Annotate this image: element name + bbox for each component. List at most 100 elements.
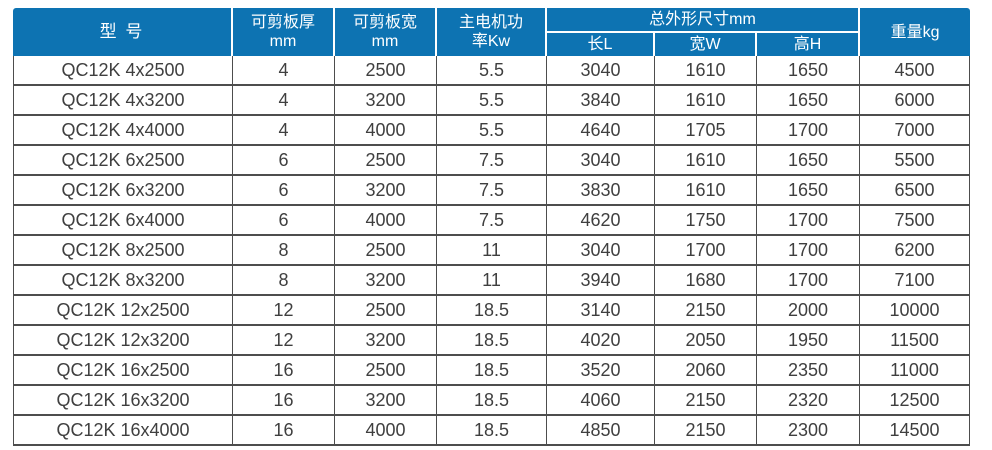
- cell-motor-power: 7.5: [437, 146, 547, 177]
- cell-height: 2300: [757, 416, 861, 447]
- cell-weight: 6000: [860, 86, 971, 117]
- cell-model: QC12K 16x3200: [13, 386, 233, 417]
- cell-height: 1650: [757, 176, 861, 207]
- cell-width: 1610: [655, 176, 757, 207]
- cell-sheet-width: 3200: [335, 266, 437, 297]
- col-header-length: 长L: [547, 33, 655, 57]
- table-row: QC12K 6x2500 6 2500 7.5 3040 1610 1650 5500: [13, 146, 971, 177]
- cell-model: QC12K 16x2500: [13, 356, 233, 387]
- cell-thickness: 4: [233, 56, 335, 87]
- table-row: QC12K 4x4000 4 4000 5.5 4640 1705 1700 7000: [13, 116, 971, 147]
- cell-height: 2350: [757, 356, 861, 387]
- cell-motor-power: 7.5: [437, 176, 547, 207]
- cell-motor-power: 11: [437, 236, 547, 267]
- cell-width: 1705: [655, 116, 757, 147]
- cell-model: QC12K 12x3200: [13, 326, 233, 357]
- cell-sheet-width: 3200: [335, 86, 437, 117]
- cell-thickness: 6: [233, 146, 335, 177]
- cell-model: QC12K 8x2500: [13, 236, 233, 267]
- cell-weight: 11000: [860, 356, 971, 387]
- cell-sheet-width: 4000: [335, 116, 437, 147]
- table-row: QC12K 6x4000 6 4000 7.5 4620 1750 1700 7500: [13, 206, 971, 237]
- cell-width: 2050: [655, 326, 757, 357]
- cell-length: 3040: [547, 236, 655, 267]
- cell-sheet-width: 4000: [335, 416, 437, 447]
- cell-model: QC12K 16x4000: [13, 416, 233, 447]
- table-row: QC12K 16x2500 16 2500 18.5 3520 2060 2350 11000: [13, 356, 971, 387]
- table-row: QC12K 4x2500 4 2500 5.5 3040 1610 1650 4500: [13, 56, 971, 87]
- cell-sheet-width: 2500: [335, 56, 437, 87]
- cell-width: 2150: [655, 416, 757, 447]
- table-row: QC12K 16x3200 16 3200 18.5 4060 2150 2320 12500: [13, 386, 971, 417]
- col-header-thickness: 可剪板厚 mm: [233, 8, 335, 57]
- cell-width: 1610: [655, 56, 757, 87]
- col-header-dimensions-group: 总外形尺寸mm: [547, 8, 861, 34]
- cell-width: 1610: [655, 146, 757, 177]
- col-header-sheet-width: 可剪板宽 mm: [335, 8, 437, 57]
- cell-weight: 6500: [860, 176, 971, 207]
- cell-thickness: 6: [233, 206, 335, 237]
- cell-thickness: 6: [233, 176, 335, 207]
- cell-weight: 6200: [860, 236, 971, 267]
- table-row: QC12K 12x3200 12 3200 18.5 4020 2050 1950 11500: [13, 326, 971, 357]
- cell-length: 4640: [547, 116, 655, 147]
- cell-height: 1950: [757, 326, 861, 357]
- table-body: QC12K 4x2500 4 2500 5.5 3040 1610 1650 4500 QC12…: [13, 56, 971, 447]
- cell-height: 2000: [757, 296, 861, 327]
- spec-table: 型 号 可剪板厚 mm 可剪板宽 mm 主电机功 率Kw 总外形尺寸mm 重量k…: [13, 8, 971, 447]
- cell-height: 1700: [757, 236, 861, 267]
- cell-length: 4060: [547, 386, 655, 417]
- cell-motor-power: 5.5: [437, 56, 547, 87]
- cell-weight: 7500: [860, 206, 971, 237]
- cell-model: QC12K 6x2500: [13, 146, 233, 177]
- cell-sheet-width: 2500: [335, 356, 437, 387]
- cell-sheet-width: 4000: [335, 206, 437, 237]
- cell-sheet-width: 2500: [335, 296, 437, 327]
- cell-length: 4850: [547, 416, 655, 447]
- col-header-height: 高H: [757, 33, 861, 57]
- cell-thickness: 4: [233, 86, 335, 117]
- table-header: 型 号 可剪板厚 mm 可剪板宽 mm 主电机功 率Kw 总外形尺寸mm 重量k…: [13, 8, 971, 57]
- cell-model: QC12K 12x2500: [13, 296, 233, 327]
- cell-height: 2320: [757, 386, 861, 417]
- cell-motor-power: 18.5: [437, 416, 547, 447]
- cell-length: 3840: [547, 86, 655, 117]
- cell-thickness: 8: [233, 236, 335, 267]
- table-row: QC12K 6x3200 6 3200 7.5 3830 1610 1650 6500: [13, 176, 971, 207]
- cell-height: 1650: [757, 146, 861, 177]
- table-row: QC12K 8x3200 8 3200 11 3940 1680 1700 7100: [13, 266, 971, 297]
- cell-weight: 7000: [860, 116, 971, 147]
- cell-motor-power: 18.5: [437, 296, 547, 327]
- cell-thickness: 16: [233, 386, 335, 417]
- cell-motor-power: 7.5: [437, 206, 547, 237]
- cell-sheet-width: 2500: [335, 236, 437, 267]
- cell-width: 1750: [655, 206, 757, 237]
- cell-width: 1610: [655, 86, 757, 117]
- cell-sheet-width: 3200: [335, 386, 437, 417]
- cell-sheet-width: 2500: [335, 146, 437, 177]
- cell-motor-power: 5.5: [437, 116, 547, 147]
- cell-length: 3830: [547, 176, 655, 207]
- cell-thickness: 16: [233, 416, 335, 447]
- cell-height: 1650: [757, 86, 861, 117]
- cell-motor-power: 18.5: [437, 326, 547, 357]
- cell-weight: 12500: [860, 386, 971, 417]
- cell-weight: 11500: [860, 326, 971, 357]
- cell-width: 2150: [655, 296, 757, 327]
- cell-length: 3040: [547, 56, 655, 87]
- cell-width: 2150: [655, 386, 757, 417]
- table-row: QC12K 12x2500 12 2500 18.5 3140 2150 2000 10000: [13, 296, 971, 327]
- cell-model: QC12K 4x4000: [13, 116, 233, 147]
- cell-length: 3040: [547, 146, 655, 177]
- cell-width: 1700: [655, 236, 757, 267]
- table-row: QC12K 4x3200 4 3200 5.5 3840 1610 1650 6000: [13, 86, 971, 117]
- cell-weight: 5500: [860, 146, 971, 177]
- cell-height: 1700: [757, 116, 861, 147]
- cell-motor-power: 5.5: [437, 86, 547, 117]
- cell-height: 1700: [757, 206, 861, 237]
- cell-width: 2060: [655, 356, 757, 387]
- cell-motor-power: 11: [437, 266, 547, 297]
- col-header-weight: 重量kg: [860, 8, 971, 57]
- col-header-model: 型 号: [13, 8, 233, 57]
